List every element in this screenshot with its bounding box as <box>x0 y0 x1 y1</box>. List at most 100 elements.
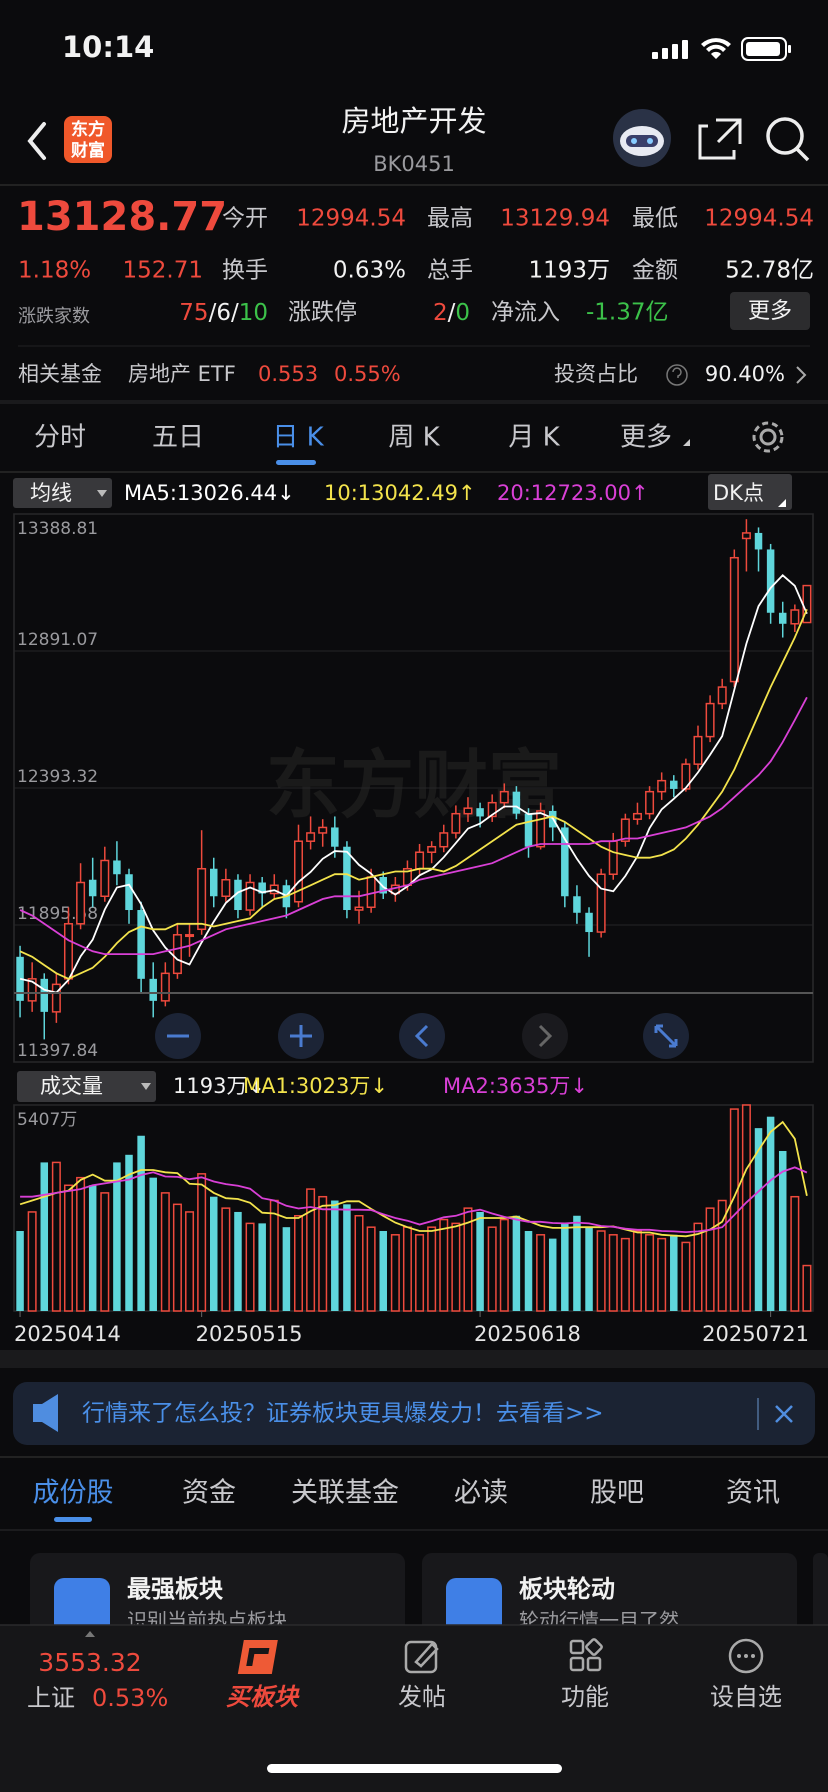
period-tab[interactable]: 五日 <box>152 423 204 453</box>
nav-item[interactable]: 设自选 <box>710 1683 782 1711</box>
candle-body <box>343 846 351 911</box>
volume-bar <box>632 1230 642 1312</box>
candle-body <box>573 896 581 913</box>
field-label: 换手 <box>222 258 268 284</box>
logo-text: 财富 <box>70 140 105 161</box>
volume-bar <box>427 1226 437 1312</box>
candle-body <box>293 840 303 903</box>
candle-body <box>463 807 473 815</box>
candle-body <box>524 813 533 847</box>
home-indicator <box>267 1764 562 1773</box>
nav-dots <box>737 1654 755 1658</box>
share-button[interactable] <box>698 118 742 160</box>
banner[interactable] <box>13 1382 815 1445</box>
card-title[interactable]: 最强板块 <box>127 1575 223 1603</box>
field-label: 今开 <box>222 206 268 232</box>
volume-bar <box>585 1227 593 1311</box>
nav-item[interactable]: 发帖 <box>398 1683 446 1711</box>
volume-bar <box>487 1226 497 1312</box>
fund-name[interactable]: 房地产 ETF <box>128 362 236 386</box>
candle-body <box>499 790 509 804</box>
candle-body <box>331 827 339 847</box>
indicator[interactable]: 均线 <box>30 481 72 505</box>
candle-body <box>741 532 751 540</box>
chevron <box>796 366 807 384</box>
close-banner[interactable] <box>775 1405 793 1423</box>
indicator-select[interactable] <box>13 478 112 508</box>
x-tick-label: 20250515 <box>196 1322 303 1346</box>
period-tab[interactable]: 周 K <box>388 423 440 453</box>
settings-button[interactable] <box>752 421 784 453</box>
chart-controls <box>155 1013 689 1059</box>
more-label[interactable]: 更多 <box>748 299 792 324</box>
breadth: 75/6/10 <box>179 300 268 326</box>
y-tick-label: 12393.32 <box>17 767 98 787</box>
candle-body <box>451 812 461 834</box>
volume-bar <box>693 1222 703 1312</box>
volume-label[interactable]: 成交量 <box>40 1074 103 1098</box>
title: 房地产开发 <box>341 104 486 138</box>
index-pct[interactable]: 0.53% <box>92 1684 168 1712</box>
volume-bar <box>390 1234 400 1312</box>
section-tab[interactable]: 股吧 <box>590 1478 644 1509</box>
candle-body <box>608 840 618 875</box>
search-button[interactable] <box>766 117 810 162</box>
volume-bar <box>608 1234 618 1312</box>
volume-bar <box>172 1203 182 1312</box>
section-tab-active[interactable]: 成份股 <box>33 1478 114 1509</box>
volume-bar <box>113 1162 121 1311</box>
volume-bar <box>681 1241 691 1312</box>
banner-text[interactable]: 行情来了怎么投？证券板块更具爆发力！去看看>> <box>82 1401 604 1427</box>
volume-bar <box>51 1161 61 1312</box>
change-pct: 1.18% <box>18 258 91 284</box>
more-button[interactable] <box>730 292 810 330</box>
scroll-right[interactable] <box>522 1013 568 1059</box>
field-label: 最低 <box>632 206 678 232</box>
help-icon[interactable] <box>666 364 688 386</box>
volume-bar <box>149 1177 157 1311</box>
candle-body <box>160 972 170 1002</box>
candle-body <box>125 874 133 911</box>
index-name[interactable]: 上证 <box>27 1684 75 1712</box>
back-button[interactable] <box>27 122 46 160</box>
scroll-left[interactable] <box>399 1013 445 1059</box>
select-caret <box>97 490 107 497</box>
period-tab[interactable]: 更多 <box>620 423 672 453</box>
logo-text: 东方 <box>71 119 105 140</box>
volume-bar <box>137 1135 145 1311</box>
section-tab[interactable]: 资讯 <box>726 1478 780 1509</box>
volume-select[interactable] <box>17 1071 156 1102</box>
volume-bar <box>293 1215 303 1312</box>
period-tab[interactable]: 月 K <box>508 423 560 453</box>
volume-bar <box>209 1196 218 1311</box>
y-tick-label: 13388.81 <box>17 519 98 539</box>
nav-item[interactable]: 功能 <box>561 1683 609 1711</box>
avatar[interactable] <box>613 109 671 167</box>
period-tab[interactable]: 分时 <box>34 423 86 453</box>
field-value: 1193万 <box>528 258 610 284</box>
index-value[interactable]: 3553.32 <box>38 1648 141 1677</box>
volume-bar <box>306 1188 316 1312</box>
card-title[interactable]: 板块轮动 <box>519 1575 615 1603</box>
candle-body <box>778 612 787 624</box>
candle-body <box>790 609 800 625</box>
change: 152.71 <box>123 258 203 284</box>
volume-bar <box>343 1204 351 1311</box>
dk-label[interactable]: DK点 <box>713 481 764 505</box>
volume-current: 1193万↓ <box>173 1074 265 1098</box>
dk-button[interactable] <box>708 474 792 510</box>
section-tab[interactable]: 资金 <box>182 1478 236 1509</box>
volume-bar <box>620 1237 630 1312</box>
volume-bar <box>499 1218 509 1312</box>
volume-bar <box>729 1108 739 1312</box>
inflow: -1.37亿 <box>586 300 669 326</box>
section-tab[interactable]: 必读 <box>454 1478 508 1509</box>
nav-item-active[interactable]: 买板块 <box>226 1683 300 1711</box>
volume-bar <box>778 1150 787 1311</box>
period-tab-active[interactable]: 日 K <box>272 423 324 453</box>
candle-body <box>415 851 425 870</box>
section-tab[interactable]: 关联基金 <box>291 1478 399 1509</box>
volume-bar <box>40 1162 49 1311</box>
candle-body <box>766 549 775 613</box>
